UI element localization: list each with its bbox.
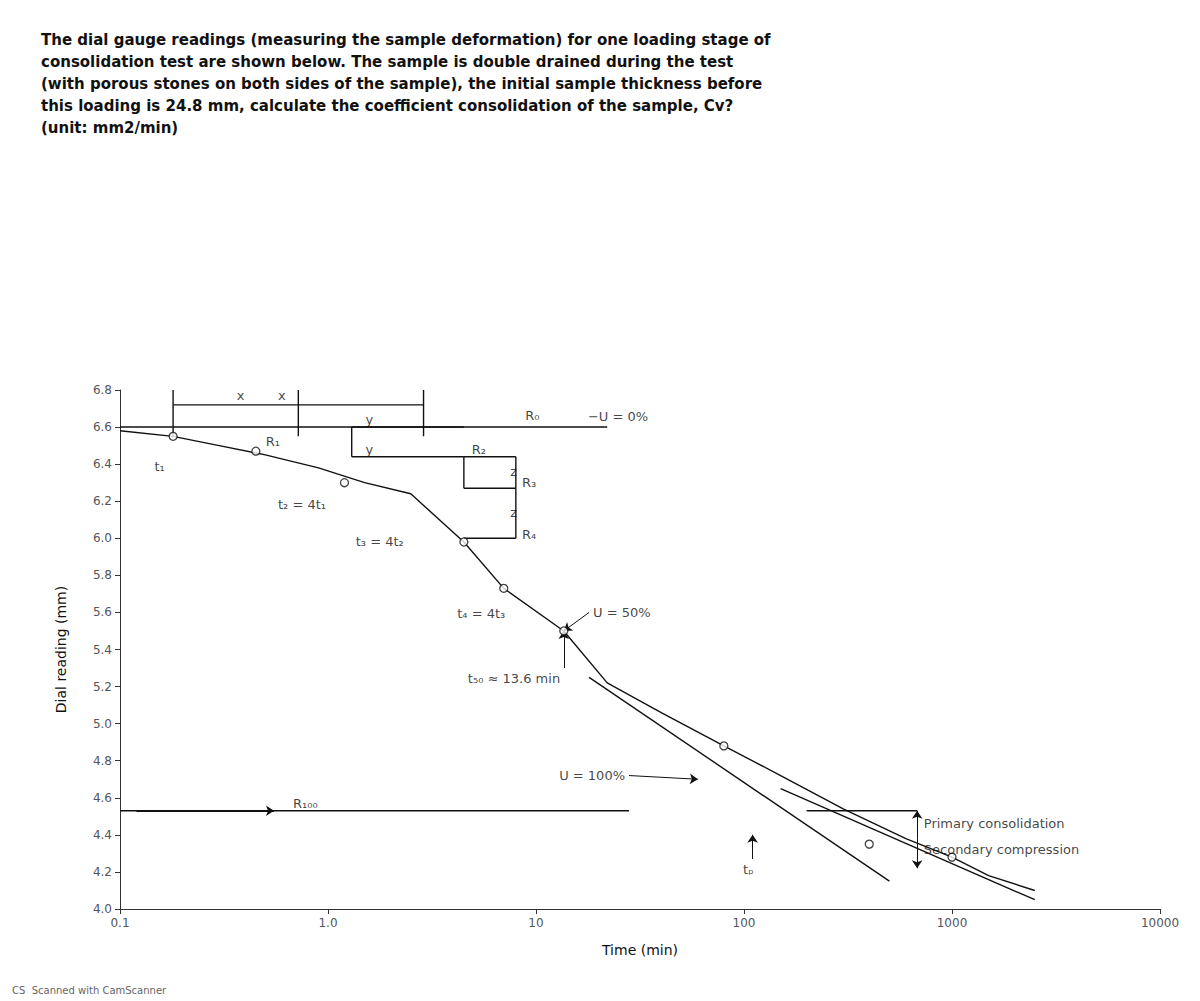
svg-text:this loading is 24.8 mm, calcu: this loading is 24.8 mm, calculate the c… [41, 97, 733, 115]
svg-text:t₄ = 4t₃: t₄ = 4t₃ [457, 606, 505, 621]
svg-text:5.6: 5.6 [93, 605, 112, 619]
svg-text:x: x [278, 388, 286, 403]
svg-text:z: z [510, 505, 517, 520]
svg-text:4.0: 4.0 [93, 902, 112, 916]
svg-text:R₀: R₀ [525, 408, 539, 423]
svg-text:10000: 10000 [1141, 916, 1179, 930]
svg-text:0.1: 0.1 [110, 916, 129, 930]
svg-text:1.0: 1.0 [318, 916, 337, 930]
svg-text:U = 100%: U = 100% [559, 768, 625, 783]
svg-text:5.0: 5.0 [93, 717, 112, 731]
svg-text:consolidation test are shown b: consolidation test are shown below. The … [41, 53, 733, 71]
svg-text:tₚ: tₚ [743, 862, 754, 877]
svg-text:100: 100 [733, 916, 756, 930]
svg-text:10: 10 [528, 916, 543, 930]
svg-text:(with porous stones on both si: (with porous stones on both sides of the… [41, 75, 762, 93]
svg-text:1000: 1000 [937, 916, 968, 930]
svg-text:5.4: 5.4 [93, 643, 112, 657]
svg-text:4.6: 4.6 [93, 791, 112, 805]
svg-text:4.2: 4.2 [93, 865, 112, 879]
svg-text:R₁: R₁ [266, 434, 280, 449]
svg-text:R₃: R₃ [522, 475, 536, 490]
svg-text:R₄: R₄ [522, 527, 536, 542]
svg-text:6.2: 6.2 [93, 494, 112, 508]
svg-text:−U = 0%: −U = 0% [588, 409, 648, 424]
svg-text:6.4: 6.4 [93, 457, 112, 471]
svg-text:5.8: 5.8 [93, 568, 112, 582]
svg-text:R₂: R₂ [472, 442, 486, 457]
svg-text:The dial gauge readings (measu: The dial gauge readings (measuring the s… [41, 31, 771, 49]
svg-text:t₂ = 4t₁: t₂ = 4t₁ [278, 497, 326, 512]
svg-text:CS Scanned with CamScanner: CS Scanned with CamScanner [12, 985, 167, 996]
svg-text:4.8: 4.8 [93, 754, 112, 768]
svg-text:t₅₀ ≈ 13.6 min: t₅₀ ≈ 13.6 min [468, 671, 560, 686]
svg-text:Dial reading (mm): Dial reading (mm) [53, 586, 69, 713]
svg-text:t₁: t₁ [154, 459, 164, 474]
svg-text:4.4: 4.4 [93, 828, 112, 842]
svg-text:Secondary compression: Secondary compression [924, 842, 1079, 857]
svg-text:z: z [510, 464, 517, 479]
svg-text:Primary consolidation: Primary consolidation [924, 816, 1065, 831]
svg-text:R₁₀₀: R₁₀₀ [293, 796, 318, 811]
svg-text:y: y [366, 442, 374, 457]
svg-text:(unit: mm2/min): (unit: mm2/min) [41, 119, 178, 137]
svg-text:U = 50%: U = 50% [593, 605, 651, 620]
svg-text:5.2: 5.2 [93, 680, 112, 694]
svg-text:Time (min): Time (min) [601, 942, 678, 958]
svg-text:6.0: 6.0 [93, 531, 112, 545]
svg-text:6.6: 6.6 [93, 420, 112, 434]
svg-text:t₃ = 4t₂: t₃ = 4t₂ [356, 534, 404, 549]
svg-text:y: y [366, 412, 374, 427]
svg-text:6.8: 6.8 [93, 383, 112, 397]
svg-text:x: x [237, 388, 245, 403]
